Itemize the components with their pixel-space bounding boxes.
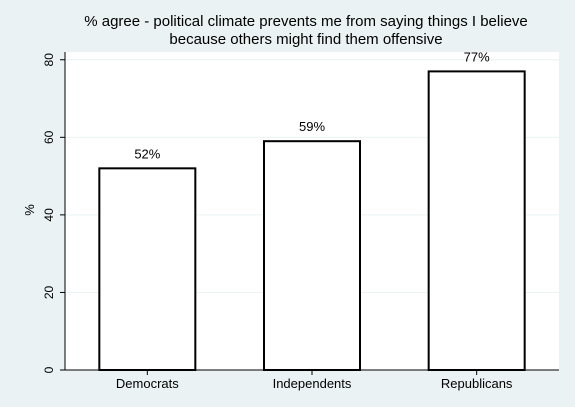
y-axis-label: % [22, 204, 37, 216]
x-tick-label-independents: Independents [273, 376, 352, 391]
y-tick-label-80: 80 [42, 53, 56, 67]
chart-title-line-2: because others might find them offensive [169, 31, 442, 48]
bar-independents [263, 140, 361, 371]
data-label-independents: 59% [299, 119, 325, 134]
data-label-republicans: 77% [464, 49, 490, 64]
x-tick-label-republicans: Republicans [441, 376, 513, 391]
data-labels: 52% 59% 77% [134, 49, 490, 161]
x-tick-label-democrats: Democrats [116, 376, 179, 391]
data-label-democrats: 52% [134, 146, 160, 161]
axes: 0 20 40 60 80 Democrats Independents Republican… [42, 52, 559, 391]
y-tick-label-40: 40 [42, 208, 56, 222]
y-tick-label-60: 60 [42, 130, 56, 144]
bar-republicans [427, 70, 526, 371]
bar-democrats [98, 167, 197, 371]
y-tick-label-20: 20 [42, 285, 56, 299]
y-tick-label-0: 0 [42, 366, 56, 373]
chart-title-line-1: % agree - political climate prevents me … [84, 13, 528, 30]
